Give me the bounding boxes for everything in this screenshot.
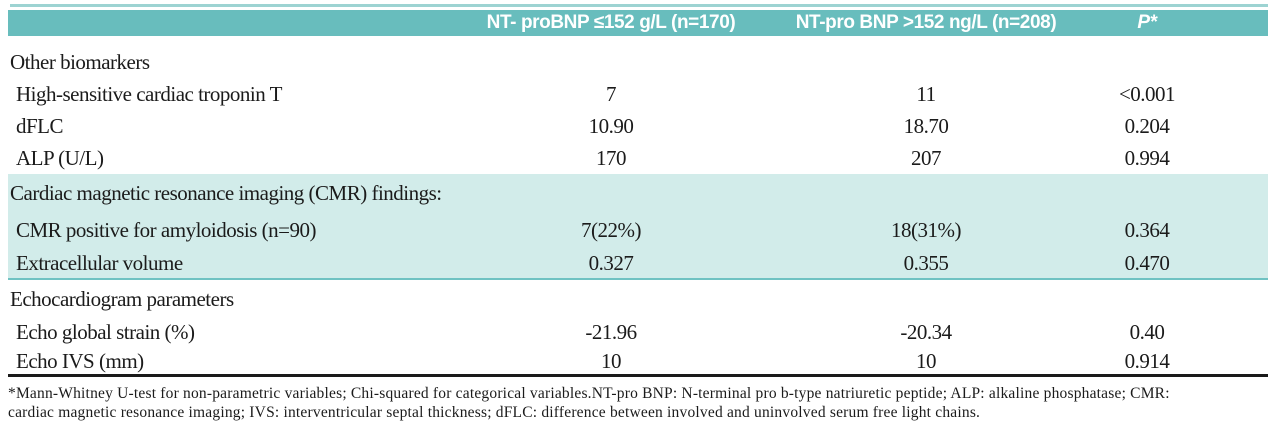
- section-title-row-other-biomarkers: Other biomarkers: [8, 46, 1268, 78]
- cell-high-group: 0.355: [903, 250, 949, 275]
- row-label: Extracellular volume: [16, 250, 183, 275]
- table-footnote: *Mann-Whitney U-test for non-parametric …: [8, 384, 1266, 422]
- cell-high-group: 10: [916, 348, 937, 373]
- row-label: Echo IVS (mm): [16, 348, 144, 373]
- table-row-cmr-positive: CMR positive for amyloidosis (n=90) 7(22…: [8, 212, 1268, 248]
- top-divider: [10, 4, 1268, 7]
- section-echocardiogram: Echocardiogram parameters Echo global st…: [8, 282, 1268, 374]
- cell-low-group: 7: [606, 81, 617, 106]
- cell-high-group: -20.34: [900, 319, 952, 344]
- table-row-dflc: dFLC 10.90 18.70 0.204: [8, 110, 1268, 142]
- table-row-troponin: High-sensitive cardiac troponin T 7 11 <…: [8, 78, 1268, 110]
- cell-p-value: 0.40: [1129, 319, 1165, 344]
- table-body: Other biomarkers High-sensitive cardiac …: [8, 46, 1268, 377]
- cell-high-group: 11: [916, 81, 936, 106]
- cell-low-group: 10: [601, 348, 622, 373]
- cell-low-group: 7(22%): [581, 217, 641, 242]
- column-header-low-group: NT- proBNP ≤152 g/L (n=170): [486, 12, 736, 33]
- cell-low-group: 0.327: [588, 250, 634, 275]
- section-title: Cardiac magnetic resonance imaging (CMR)…: [10, 180, 442, 205]
- table-row-echo-ivs: Echo IVS (mm) 10 10 0.914: [8, 348, 1268, 374]
- row-label: ALP (U/L): [16, 145, 104, 170]
- row-label: High-sensitive cardiac troponin T: [16, 81, 282, 106]
- cell-high-group: 18(31%): [891, 217, 961, 242]
- cell-low-group: -21.96: [585, 319, 637, 344]
- table-row-extracellular-volume: Extracellular volume 0.327 0.355 0.470: [8, 248, 1268, 278]
- column-header-high-group: NT-pro BNP >152 ng/L (n=208): [795, 12, 1057, 33]
- cell-high-group: 207: [911, 145, 942, 170]
- section-title-row-echocardiogram: Echocardiogram parameters: [8, 282, 1268, 316]
- bottom-divider: [8, 374, 1268, 377]
- table-row-echo-global-strain: Echo global strain (%) -21.96 -20.34 0.4…: [8, 316, 1268, 348]
- cell-low-group: 170: [596, 145, 627, 170]
- cell-p-value: 0.994: [1124, 145, 1170, 170]
- cell-p-value: <0.001: [1118, 81, 1176, 106]
- highlighted-section-cmr: Cardiac magnetic resonance imaging (CMR)…: [8, 174, 1268, 280]
- footnote-line-1: *Mann-Whitney U-test for non-parametric …: [8, 385, 1170, 402]
- cell-p-value: 0.204: [1124, 113, 1170, 138]
- section-title: Other biomarkers: [10, 49, 150, 74]
- cell-low-group: 10.90: [588, 113, 634, 138]
- section-title: Echocardiogram parameters: [10, 286, 234, 311]
- cell-high-group: 18.70: [903, 113, 949, 138]
- table-row-alp: ALP (U/L) 170 207 0.994: [8, 142, 1268, 174]
- footnote-line-2: cardiac magnetic resonance imaging; IVS:…: [8, 404, 981, 421]
- cell-p-value: 0.470: [1124, 250, 1170, 275]
- row-label: dFLC: [16, 113, 64, 138]
- row-label: CMR positive for amyloidosis (n=90): [16, 217, 317, 242]
- cell-p-value: 0.914: [1124, 348, 1170, 373]
- row-label: Echo global strain (%): [16, 319, 195, 344]
- cell-p-value: 0.364: [1124, 217, 1170, 242]
- section-title-row-cmr: Cardiac magnetic resonance imaging (CMR)…: [8, 174, 1268, 212]
- column-header-p-value: P*: [1137, 12, 1157, 33]
- biomarker-comparison-table: NT- proBNP ≤152 g/L (n=170) NT-pro BNP >…: [8, 4, 1268, 377]
- table-header-row: NT- proBNP ≤152 g/L (n=170) NT-pro BNP >…: [8, 10, 1268, 36]
